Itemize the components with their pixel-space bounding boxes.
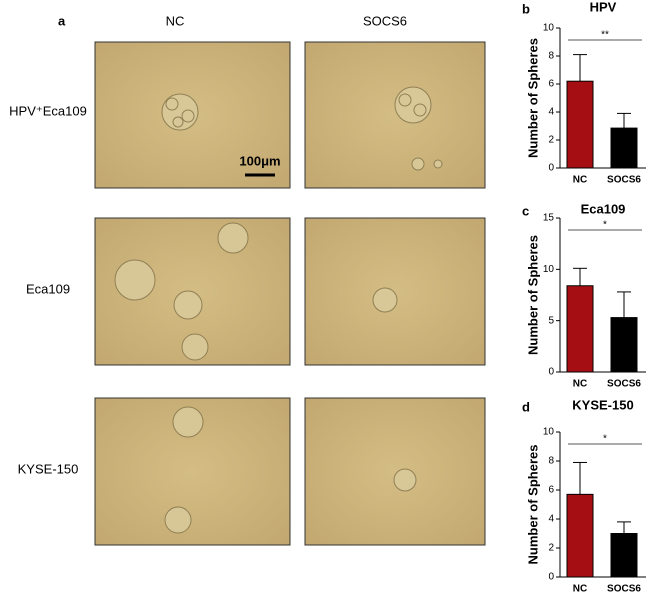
bar: [610, 127, 638, 169]
y-tick-label: 10: [543, 264, 555, 275]
row-label: HPV⁺Eca109: [9, 103, 87, 118]
panel-label: c: [522, 203, 529, 218]
chart-title: Eca109: [581, 201, 626, 216]
y-tick-label: 2: [548, 135, 554, 146]
sphere: [372, 287, 398, 313]
y-tick-label: 15: [543, 213, 555, 224]
x-tick-label: NC: [573, 175, 587, 186]
sphere: [394, 86, 443, 171]
x-tick-label: SOCS6: [607, 379, 641, 390]
y-tick-label: 4: [548, 514, 554, 525]
sphere: [114, 222, 249, 361]
panel-label: d: [522, 399, 530, 414]
y-axis-label: Number of Spheres: [525, 38, 540, 158]
bar: [610, 533, 638, 578]
significance-label: *: [603, 220, 607, 231]
panel-label: b: [522, 1, 530, 16]
y-tick-label: 10: [543, 427, 555, 438]
significance-label: *: [603, 434, 607, 445]
panel-label: a: [58, 13, 66, 28]
row-label: KYSE-150: [18, 461, 79, 476]
y-tick-label: 8: [548, 51, 554, 62]
chart-title: HPV: [590, 0, 617, 14]
micrograph: [304, 217, 486, 366]
chart-title: KYSE-150: [572, 397, 633, 412]
row-label: Eca109: [26, 281, 70, 296]
y-tick-label: 4: [548, 107, 554, 118]
scale-bar-label: 100μm: [239, 153, 280, 168]
y-tick-label: 6: [548, 485, 554, 496]
y-axis-label: Number of Spheres: [525, 235, 540, 355]
y-tick-label: 2: [548, 543, 554, 554]
x-tick-label: SOCS6: [607, 175, 641, 186]
sphere: [164, 406, 204, 534]
y-tick-label: 10: [543, 23, 555, 34]
x-tick-label: NC: [573, 584, 587, 594]
y-axis-label: Number of Spheres: [525, 445, 540, 565]
x-tick-label: NC: [573, 379, 587, 390]
sphere: [393, 468, 417, 492]
bar: [610, 317, 638, 373]
y-tick-label: 8: [548, 456, 554, 467]
x-tick-label: SOCS6: [607, 584, 641, 594]
y-tick-label: 0: [548, 367, 554, 378]
y-tick-label: 0: [548, 572, 554, 583]
micrograph: [304, 397, 486, 546]
bar: [566, 493, 594, 578]
micrograph: [304, 41, 486, 189]
y-tick-label: 6: [548, 79, 554, 90]
bar: [566, 285, 594, 373]
sphere: [161, 93, 199, 131]
y-tick-label: 0: [548, 163, 554, 174]
column-label: SOCS6: [363, 13, 407, 28]
column-label: NC: [166, 13, 185, 28]
bar: [566, 80, 594, 169]
y-tick-label: 5: [548, 315, 554, 326]
micrographs: 100μm: [94, 41, 486, 546]
significance-label: **: [601, 30, 609, 41]
